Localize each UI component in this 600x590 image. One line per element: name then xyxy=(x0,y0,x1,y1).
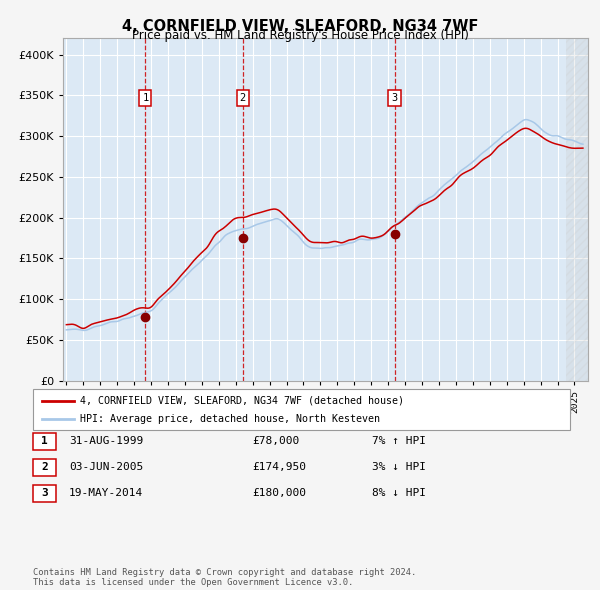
Text: Contains HM Land Registry data © Crown copyright and database right 2024.
This d: Contains HM Land Registry data © Crown c… xyxy=(33,568,416,587)
Text: 1: 1 xyxy=(142,93,149,103)
Text: 3: 3 xyxy=(391,93,398,103)
Text: 2: 2 xyxy=(41,463,48,472)
Text: HPI: Average price, detached house, North Kesteven: HPI: Average price, detached house, Nort… xyxy=(80,415,380,424)
Text: £180,000: £180,000 xyxy=(252,489,306,498)
Text: 3: 3 xyxy=(41,489,48,498)
Text: 4, CORNFIELD VIEW, SLEAFORD, NG34 7WF (detached house): 4, CORNFIELD VIEW, SLEAFORD, NG34 7WF (d… xyxy=(80,396,404,406)
Text: 03-JUN-2005: 03-JUN-2005 xyxy=(69,463,143,472)
Text: 2: 2 xyxy=(240,93,246,103)
Text: 3% ↓ HPI: 3% ↓ HPI xyxy=(372,463,426,472)
Text: 4, CORNFIELD VIEW, SLEAFORD, NG34 7WF: 4, CORNFIELD VIEW, SLEAFORD, NG34 7WF xyxy=(122,19,478,34)
Bar xyxy=(566,38,588,381)
Text: £78,000: £78,000 xyxy=(252,437,299,446)
Text: 19-MAY-2014: 19-MAY-2014 xyxy=(69,489,143,498)
Text: 7% ↑ HPI: 7% ↑ HPI xyxy=(372,437,426,446)
Text: 31-AUG-1999: 31-AUG-1999 xyxy=(69,437,143,446)
Text: £174,950: £174,950 xyxy=(252,463,306,472)
Text: 8% ↓ HPI: 8% ↓ HPI xyxy=(372,489,426,498)
Text: Price paid vs. HM Land Registry's House Price Index (HPI): Price paid vs. HM Land Registry's House … xyxy=(131,30,469,42)
Text: 1: 1 xyxy=(41,437,48,446)
